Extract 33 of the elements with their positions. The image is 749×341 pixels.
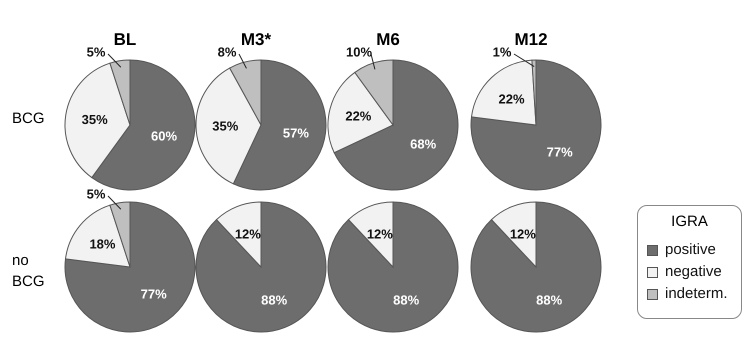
data-label: 22% bbox=[345, 108, 372, 124]
data-label: 5% bbox=[86, 44, 106, 60]
data-label: 60% bbox=[150, 128, 178, 144]
text: BCG bbox=[12, 109, 46, 129]
data-label: 68% bbox=[410, 136, 437, 152]
chart-title: M3* bbox=[240, 30, 272, 49]
data-label: 12% bbox=[366, 226, 394, 242]
pie-slice bbox=[470, 60, 602, 190]
data-label: 22% bbox=[498, 91, 525, 106]
chart-title: BL bbox=[114, 30, 136, 49]
data-label: 10% bbox=[346, 44, 372, 60]
legend-title: IGRA bbox=[670, 213, 709, 230]
legend-label: indeterm. bbox=[665, 284, 728, 304]
legend-label: negative bbox=[665, 262, 722, 282]
data-label: 1% bbox=[492, 44, 512, 60]
legend-label: positive bbox=[665, 240, 716, 260]
data-label: 12% bbox=[234, 226, 262, 242]
data-label: 8% bbox=[218, 44, 237, 60]
data-label: 88% bbox=[393, 292, 420, 308]
data-label: 88% bbox=[261, 292, 288, 308]
data-label: 35% bbox=[82, 112, 108, 127]
data-label: 35% bbox=[212, 118, 239, 134]
pie-slice bbox=[470, 202, 602, 332]
data-label: 5% bbox=[86, 186, 106, 202]
chart-title: M6 bbox=[376, 30, 400, 49]
text: no BCG bbox=[12, 251, 46, 292]
data-label: 77% bbox=[140, 286, 168, 302]
data-label: 12% bbox=[510, 226, 536, 242]
data-label: 77% bbox=[546, 144, 574, 160]
chart-title: M12 bbox=[514, 30, 548, 49]
data-label: 88% bbox=[536, 292, 563, 308]
data-label: 57% bbox=[282, 125, 310, 140]
data-label: 18% bbox=[89, 236, 116, 252]
